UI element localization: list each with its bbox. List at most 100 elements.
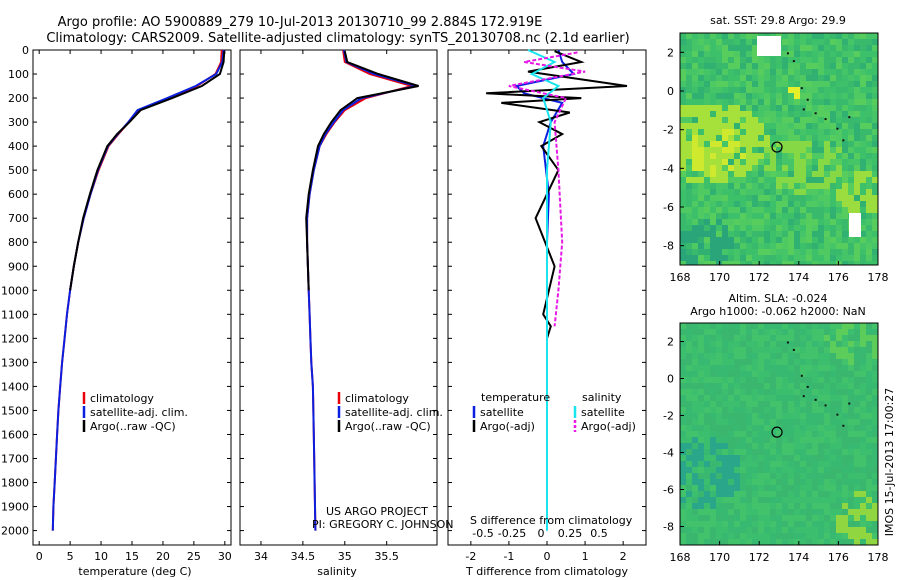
y-tick-label: -8 xyxy=(663,240,674,253)
top-x-tick-label: -0.5 xyxy=(472,527,493,540)
series-line-salinity-satellite xyxy=(527,49,561,531)
difference-profile-plot: -2 -1 0 1 2 -0.5 -0.25 0 0.25 0.5 xyxy=(447,49,647,563)
y-tick-label: -4 xyxy=(663,447,674,460)
legend-label-temp-satellite: satellite xyxy=(480,406,524,419)
island-dot xyxy=(836,413,839,416)
island-dot xyxy=(842,139,845,142)
argo-position-marker xyxy=(771,426,783,438)
x-tick-label: 30 xyxy=(218,550,232,563)
temperature-legend: climatology satellite-adj. clim. Argo(..… xyxy=(82,392,188,433)
sla-map-image xyxy=(680,323,878,545)
x-tick-label: 0 xyxy=(36,550,43,563)
x-tick-label: 34.5 xyxy=(291,550,316,563)
x-tick-label: 170 xyxy=(709,551,730,564)
x-tick-label: -2 xyxy=(465,550,476,563)
island-dot xyxy=(814,112,817,115)
y-tick-label: 2 xyxy=(667,336,674,349)
series-line-argo-raw-qc- xyxy=(69,51,226,291)
island-dot xyxy=(824,404,827,407)
top-x-tick-label: 0.25 xyxy=(558,527,583,540)
legend-label-argo: Argo(..raw -QC) xyxy=(345,420,431,433)
island-dot xyxy=(848,116,851,119)
y-tick-label: 1600 xyxy=(1,428,29,441)
island-dot xyxy=(800,87,803,90)
x-tick-label: 174 xyxy=(788,271,809,284)
island-dot xyxy=(806,385,809,388)
sla-map-plot: 168 170 172 174 176 178 -8 -6 -4 -2 0 2 xyxy=(663,322,889,564)
island-dot xyxy=(792,60,795,63)
salinity-x-axis-label: salinity xyxy=(317,565,357,578)
pi-credit: PI: GREGORY C. JOHNSON xyxy=(312,518,453,531)
sst-map-title: sat. SST: 29.8 Argo: 29.9 xyxy=(710,14,846,27)
x-tick-label: 25 xyxy=(187,550,201,563)
y-tick-label: 0 xyxy=(667,373,674,386)
y-tick-label: 1400 xyxy=(1,380,29,393)
figure-title-line1: Argo profile: AO 5900889_279 10-Jul-2013… xyxy=(58,15,543,30)
temperature-x-axis-label: temperature (deg C) xyxy=(78,565,191,578)
series-line-argo-raw-qc- xyxy=(305,50,419,291)
y-tick-label: 1900 xyxy=(1,501,29,514)
series-line-salinity-argo-adj- xyxy=(508,51,586,327)
timestamp-label: IMOS 15-Jul-2013 17:00:27 xyxy=(883,388,896,537)
island-dot xyxy=(792,348,795,351)
island-dot xyxy=(786,52,789,55)
y-tick-label: -2 xyxy=(663,410,674,423)
map-frame xyxy=(679,322,879,546)
project-credit: US ARGO PROJECT xyxy=(326,505,428,518)
island-dot xyxy=(842,424,845,427)
y-tick-label: 1200 xyxy=(1,332,29,345)
x-tick-label: 174 xyxy=(788,551,809,564)
y-tick-label: 100 xyxy=(8,68,29,81)
legend-label-satellite: satellite-adj. clim. xyxy=(345,406,443,419)
legend-label-climatology: climatology xyxy=(345,392,409,405)
legend-title-temperature: temperature xyxy=(481,391,550,404)
top-x-tick-label: 0 xyxy=(538,527,545,540)
island-dot xyxy=(786,341,789,344)
x-tick-label: 34 xyxy=(254,550,268,563)
top-x-tick-label: 0.5 xyxy=(590,527,608,540)
y-tick-label: 1700 xyxy=(1,452,29,465)
plot-frame xyxy=(239,49,438,546)
x-tick-label: 168 xyxy=(670,271,691,284)
legend-label-sal-argo: Argo(-adj) xyxy=(581,420,636,433)
island-dot xyxy=(814,398,817,401)
sla-map-subtitle: Argo h1000: -0.062 h2000: NaN xyxy=(690,305,866,318)
map-frame xyxy=(679,32,879,266)
island-dot xyxy=(800,374,803,377)
x-tick-label: 172 xyxy=(749,271,770,284)
y-tick-label: -4 xyxy=(663,162,674,175)
y-tick-label: 1100 xyxy=(1,308,29,321)
y-tick-label: 300 xyxy=(8,116,29,129)
island-dot xyxy=(848,402,851,405)
y-tick-label: 600 xyxy=(8,188,29,201)
x-tick-label: 168 xyxy=(670,551,691,564)
x-tick-label: 2 xyxy=(620,550,627,563)
island-dot xyxy=(802,395,805,398)
y-tick-label: 2000 xyxy=(1,525,29,538)
difference-legend: temperature salinity satellite Argo(-adj… xyxy=(472,391,636,433)
y-tick-label: -2 xyxy=(663,124,674,137)
missing-data-patch xyxy=(849,213,861,237)
island-dot xyxy=(824,118,827,121)
x-tick-label: 170 xyxy=(709,271,730,284)
x-tick-label: 176 xyxy=(828,271,849,284)
salinity-profile-plot: 34 34.5 35 35.5 xyxy=(239,49,438,563)
y-tick-label: -8 xyxy=(663,521,674,534)
x-tick-label: 0 xyxy=(544,550,551,563)
x-tick-label: 172 xyxy=(749,551,770,564)
x-tick-label: 35 xyxy=(338,550,352,563)
y-tick-label: 900 xyxy=(8,260,29,273)
legend-label-temp-argo: Argo(-adj) xyxy=(480,420,535,433)
legend-label-climatology: climatology xyxy=(90,392,154,405)
y-tick-label: 400 xyxy=(8,140,29,153)
y-tick-label: 1300 xyxy=(1,356,29,369)
legend-title-salinity: salinity xyxy=(582,391,622,404)
legend-label-argo: Argo(..raw -QC) xyxy=(90,420,176,433)
y-tick-label: 2 xyxy=(667,46,674,59)
x-tick-label: 178 xyxy=(868,551,889,564)
temperature-profile-plot: 0100200300400500600700800900100011001200… xyxy=(1,44,232,563)
y-tick-label: 1500 xyxy=(1,404,29,417)
y-tick-label: 500 xyxy=(8,164,29,177)
plot-frame xyxy=(32,49,232,546)
sst-map-image xyxy=(680,33,878,265)
